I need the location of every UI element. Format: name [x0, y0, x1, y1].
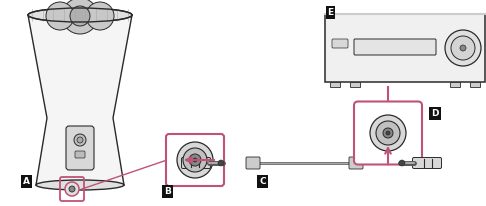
- Circle shape: [218, 160, 224, 166]
- Text: D: D: [431, 109, 439, 118]
- Circle shape: [451, 36, 475, 60]
- FancyBboxPatch shape: [354, 39, 436, 55]
- Circle shape: [86, 2, 114, 30]
- FancyBboxPatch shape: [450, 82, 460, 87]
- Circle shape: [177, 142, 213, 178]
- FancyBboxPatch shape: [470, 82, 480, 87]
- Circle shape: [193, 158, 197, 162]
- Circle shape: [70, 6, 90, 26]
- Text: B: B: [164, 187, 171, 196]
- Ellipse shape: [36, 180, 124, 190]
- Circle shape: [189, 154, 201, 166]
- FancyBboxPatch shape: [354, 102, 422, 165]
- Circle shape: [460, 45, 466, 51]
- Circle shape: [74, 134, 86, 146]
- FancyBboxPatch shape: [246, 157, 260, 169]
- Text: E: E: [328, 8, 333, 17]
- Circle shape: [386, 131, 390, 135]
- Circle shape: [383, 128, 393, 138]
- Circle shape: [62, 0, 98, 34]
- FancyBboxPatch shape: [75, 151, 85, 158]
- FancyBboxPatch shape: [66, 126, 94, 170]
- FancyBboxPatch shape: [166, 134, 224, 186]
- Polygon shape: [28, 15, 132, 185]
- Circle shape: [46, 2, 74, 30]
- Circle shape: [376, 121, 400, 145]
- Ellipse shape: [28, 8, 132, 22]
- Circle shape: [445, 30, 481, 66]
- FancyBboxPatch shape: [349, 157, 363, 169]
- Circle shape: [370, 115, 406, 151]
- FancyBboxPatch shape: [325, 14, 485, 82]
- FancyBboxPatch shape: [181, 158, 210, 169]
- Circle shape: [77, 137, 83, 143]
- FancyBboxPatch shape: [330, 82, 340, 87]
- FancyBboxPatch shape: [332, 39, 348, 48]
- Circle shape: [65, 182, 79, 196]
- FancyBboxPatch shape: [413, 158, 441, 169]
- Text: C: C: [259, 177, 266, 186]
- Circle shape: [399, 160, 405, 166]
- Circle shape: [69, 186, 75, 192]
- Text: A: A: [23, 177, 30, 186]
- FancyBboxPatch shape: [350, 82, 360, 87]
- Circle shape: [183, 148, 207, 172]
